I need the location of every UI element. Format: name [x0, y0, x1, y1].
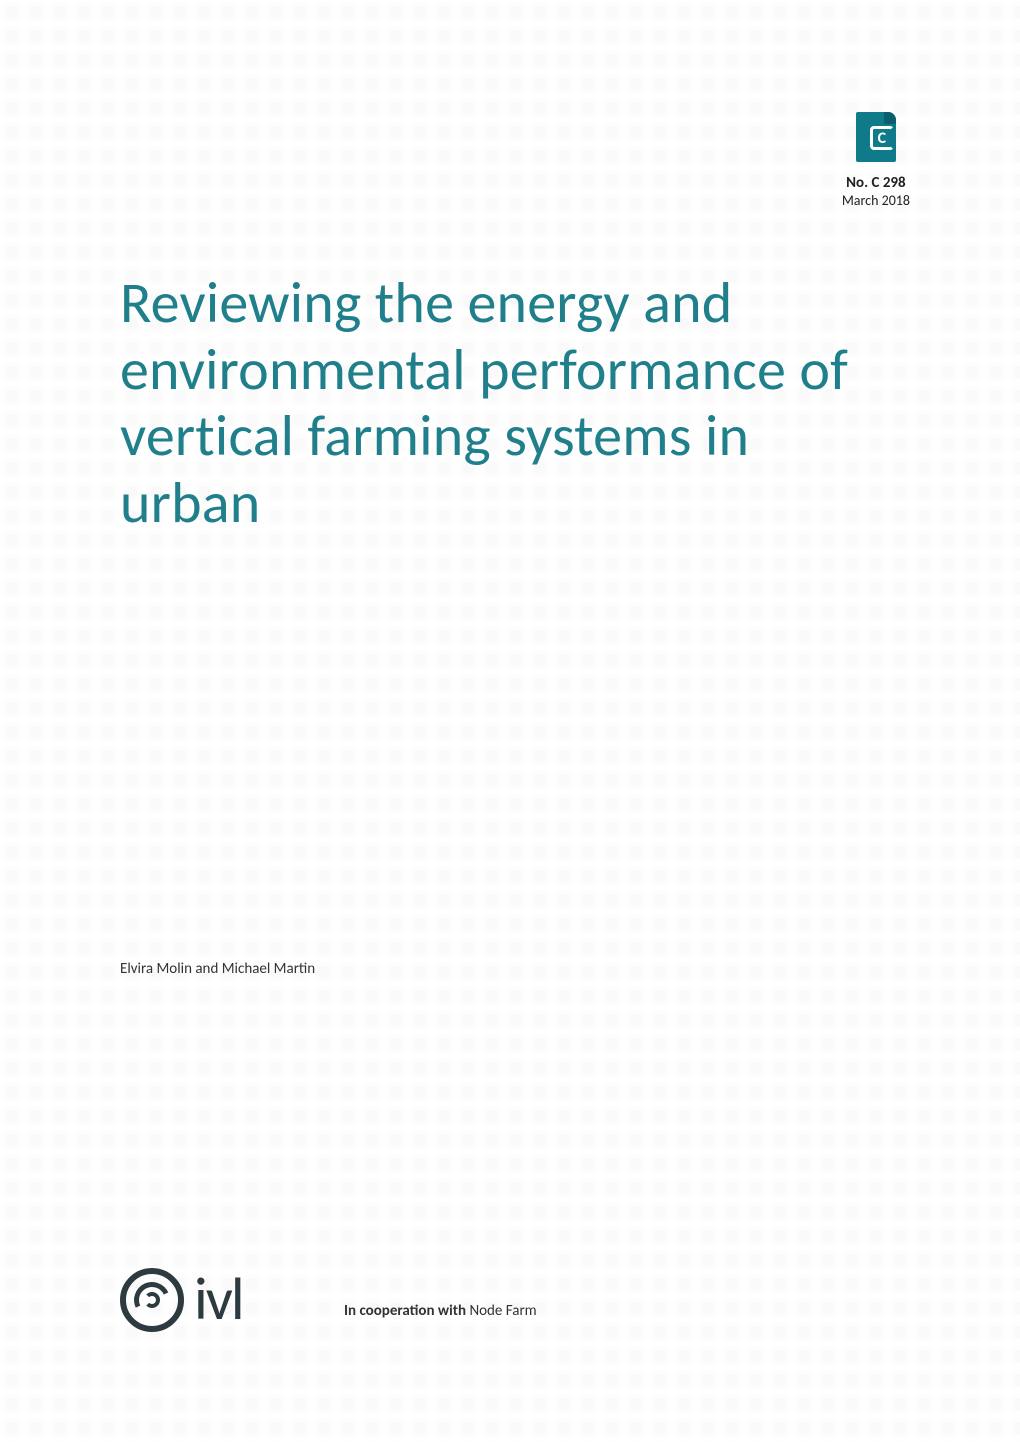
badge-icon: C [848, 108, 904, 168]
org-logo: ivl [120, 1268, 243, 1332]
report-badge: C No. C 298 March 2018 [842, 108, 910, 209]
report-title: Reviewing the energy and environmental p… [120, 270, 900, 537]
authors-line: Elvira Molin and Michael Martin [120, 960, 315, 978]
logo-text: ivl [194, 1270, 243, 1330]
swirl-icon [120, 1268, 184, 1332]
report-number: No. C 298 [846, 174, 905, 192]
badge-glyph: C [870, 126, 894, 150]
report-cover-page: C No. C 298 March 2018 Reviewing the ene… [0, 0, 1020, 1442]
report-date: March 2018 [842, 192, 910, 209]
cooperation-label: In cooperation with [344, 1302, 466, 1320]
document-icon: C [856, 112, 896, 162]
cooperation-partner: Node Farm [469, 1302, 536, 1320]
cooperation-line: In cooperation with Node Farm [344, 1302, 537, 1320]
